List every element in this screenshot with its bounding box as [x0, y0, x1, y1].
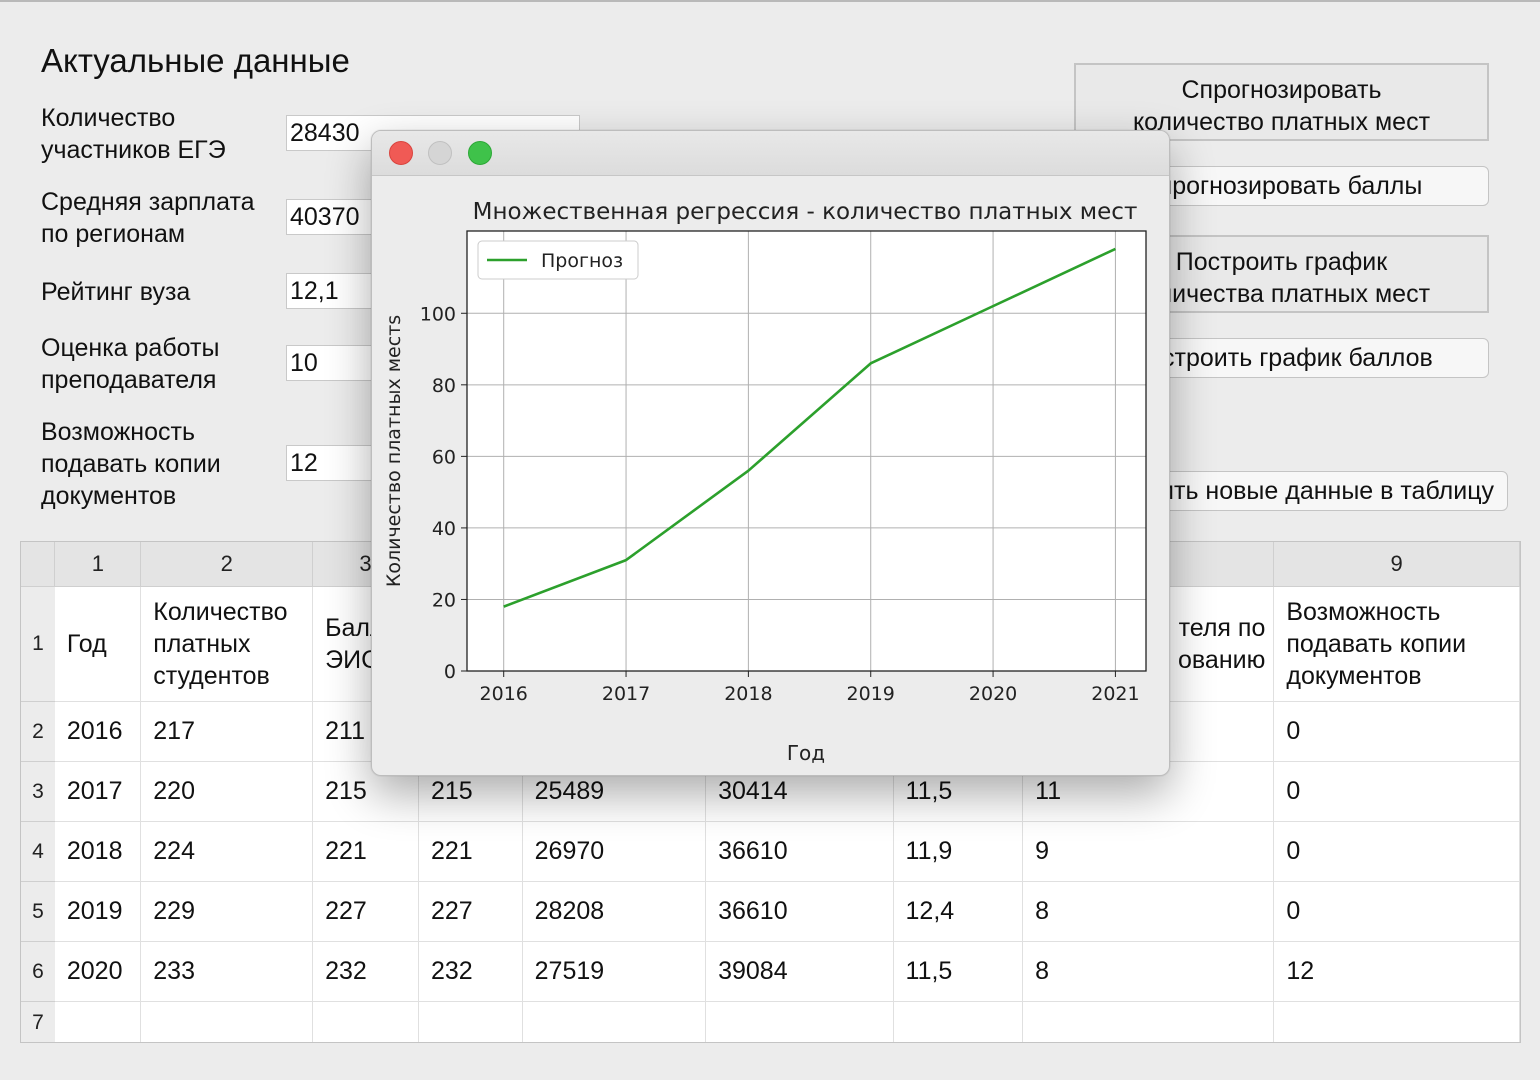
table-cell[interactable]: 232 — [312, 941, 419, 1002]
chart-x-axis-label: Год — [787, 741, 825, 765]
table-cell[interactable]: 2020 — [54, 941, 142, 1002]
table-row[interactable]: 4 2018 224 221 221 26970 36610 11,9 9 0 — [21, 821, 1520, 882]
row-header[interactable]: 5 — [21, 881, 55, 942]
table-row[interactable]: 6 2020 233 232 232 27519 39084 11,5 8 12 — [21, 941, 1520, 1002]
chart-legend-label: Прогноз — [541, 250, 623, 272]
table-cell[interactable]: 36610 — [705, 821, 894, 882]
row-header[interactable]: 7 — [21, 1001, 55, 1042]
window-top-border — [0, 0, 1540, 2]
chart-tick-label-y: 0 — [444, 661, 456, 683]
chart-y-axis-label: Количество платных местs — [383, 315, 405, 587]
table-cell[interactable]: 11,5 — [893, 941, 1024, 1002]
row-header[interactable]: 1 — [21, 586, 55, 702]
chart-plot-area — [467, 231, 1146, 671]
table-cell[interactable]: 229 — [140, 881, 314, 942]
table-cell[interactable]: 227 — [312, 881, 419, 942]
chart-tick-label-y: 40 — [432, 518, 456, 540]
table-cell[interactable]: 11,9 — [893, 821, 1024, 882]
table-cell[interactable]: 8 — [1022, 941, 1275, 1002]
table-cell[interactable]: 12 — [1273, 941, 1520, 1002]
table-cell[interactable]: 26970 — [522, 821, 707, 882]
chart-tick-label-y: 60 — [432, 446, 456, 468]
table-cell[interactable]: 227 — [418, 881, 523, 942]
table-cell[interactable]: 0 — [1273, 821, 1520, 882]
copies-label: Возможность подавать копии документов — [41, 418, 221, 510]
chart-series-line — [503, 247, 1116, 608]
table-cell[interactable]: 2018 — [54, 821, 142, 882]
table-corner[interactable] — [21, 542, 56, 587]
column-header[interactable]: 1 — [54, 542, 142, 587]
rating-label: Рейтинг вуза — [41, 278, 191, 306]
plot-window[interactable]: Множественная регрессия - количество пла… — [371, 130, 1170, 776]
section-title: Актуальные данные — [41, 42, 350, 79]
table-cell[interactable]: 2019 — [54, 881, 142, 942]
table-cell[interactable]: 0 — [1273, 701, 1520, 762]
table-cell[interactable]: 232 — [418, 941, 523, 1002]
table-cell[interactable] — [522, 1001, 707, 1042]
table-cell[interactable]: 224 — [140, 821, 314, 882]
table-cell[interactable] — [418, 1001, 523, 1042]
table-cell[interactable]: 8 — [1022, 881, 1275, 942]
table-cell[interactable] — [312, 1001, 419, 1042]
table-cell[interactable]: 27519 — [522, 941, 707, 1002]
chart-title: Множественная регрессия - количество пла… — [473, 199, 1138, 225]
chart-tick-label-x: 2021 — [1091, 683, 1139, 705]
participants-label: Количество участников ЕГЭ — [41, 104, 226, 164]
table-cell[interactable] — [1022, 1001, 1275, 1042]
column-header[interactable]: 9 — [1273, 542, 1520, 587]
table-cell[interactable] — [1273, 1001, 1520, 1042]
table-cell[interactable]: 9 — [1022, 821, 1275, 882]
table-cell[interactable] — [705, 1001, 894, 1042]
table-cell[interactable]: 233 — [140, 941, 314, 1002]
chart-tick-label-x: 2017 — [602, 683, 650, 705]
chart-tick-label-y: 100 — [420, 303, 456, 325]
table-cell[interactable]: 28208 — [522, 881, 707, 942]
zoom-window-button[interactable] — [468, 141, 492, 165]
chart-tick-label-y: 80 — [432, 375, 456, 397]
table-cell[interactable]: 0 — [1273, 881, 1520, 942]
table-row[interactable]: 5 2019 229 227 227 28208 36610 12,4 8 0 — [21, 881, 1520, 942]
chart-grid — [467, 231, 1146, 672]
chart-legend: Прогноз — [477, 240, 639, 280]
table-cell[interactable] — [140, 1001, 314, 1042]
table-cell[interactable]: 217 — [140, 701, 314, 762]
table-cell[interactable]: 2017 — [54, 761, 142, 822]
table-cell[interactable]: Год — [54, 586, 142, 702]
table-cell[interactable]: 0 — [1273, 761, 1520, 822]
table-cell[interactable] — [893, 1001, 1024, 1042]
table-cell[interactable]: Возможность подавать копии документов — [1273, 586, 1520, 702]
salary-label: Средняя зарплата по регионам — [41, 188, 255, 248]
chart-tick-label-x: 2018 — [724, 683, 772, 705]
chart-axes-frame — [466, 230, 1147, 672]
table-cell[interactable]: 12,4 — [893, 881, 1024, 942]
table-cell[interactable]: 2016 — [54, 701, 142, 762]
teacher-score-label: Оценка работы преподавателя — [41, 334, 220, 394]
chart-tick-label-x: 2019 — [847, 683, 895, 705]
table-cell[interactable]: 36610 — [705, 881, 894, 942]
chart-tick-label-y: 20 — [432, 589, 456, 611]
table-cell[interactable]: 39084 — [705, 941, 894, 1002]
row-header[interactable]: 3 — [21, 761, 55, 822]
table-cell[interactable]: Количество платных студентов — [140, 586, 314, 702]
column-header[interactable]: 2 — [140, 542, 314, 587]
minimize-window-button[interactable] — [428, 141, 452, 165]
table-row[interactable]: 7 — [21, 1001, 1520, 1042]
table-cell[interactable]: 220 — [140, 761, 314, 822]
table-cell[interactable]: 221 — [312, 821, 419, 882]
row-header[interactable]: 2 — [21, 701, 55, 762]
plot-window-titlebar[interactable] — [372, 131, 1169, 176]
chart-legend-box — [477, 240, 639, 280]
row-header[interactable]: 6 — [21, 941, 55, 1002]
close-window-button[interactable] — [389, 141, 413, 165]
table-cell[interactable]: 221 — [418, 821, 523, 882]
chart-tick-label-x: 2016 — [480, 683, 528, 705]
row-header[interactable]: 4 — [21, 821, 55, 882]
chart-tick-label-x: 2020 — [969, 683, 1017, 705]
regression-chart: Множественная регрессия - количество пла… — [383, 199, 1147, 765]
table-cell[interactable] — [54, 1001, 142, 1042]
